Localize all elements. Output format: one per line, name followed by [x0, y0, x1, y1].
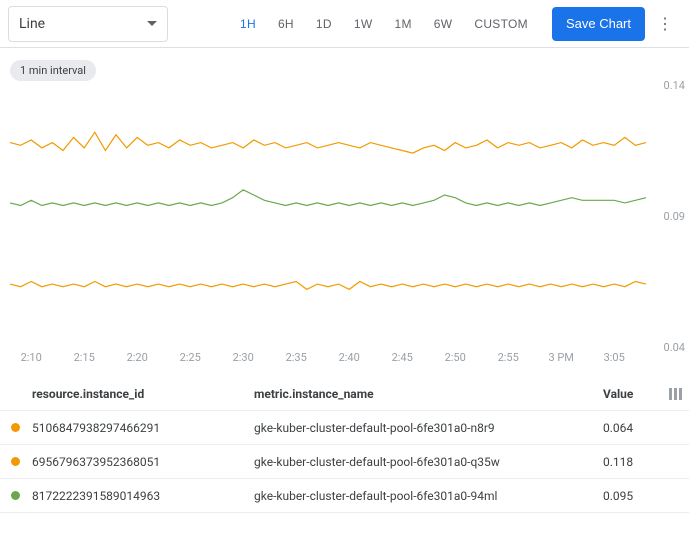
- xtick: 2:25: [180, 351, 201, 364]
- range-1m[interactable]: 1M: [384, 11, 421, 37]
- ytick: 0.14: [664, 79, 685, 92]
- columns-icon[interactable]: [669, 388, 683, 400]
- interval-chip: 1 min interval: [10, 60, 96, 81]
- xtick: 2:35: [286, 351, 307, 364]
- col-header-name[interactable]: metric.instance_name: [254, 387, 603, 401]
- cell-instance-id: 8172222391589014963: [30, 489, 254, 503]
- table-row[interactable]: 5106847938297466291gke-kuber-cluster-def…: [0, 411, 689, 445]
- range-6h[interactable]: 6H: [268, 11, 304, 37]
- xtick: 2:20: [127, 351, 148, 364]
- chart-type-label: Line: [19, 16, 147, 32]
- col-header-id[interactable]: resource.instance_id: [30, 387, 254, 401]
- toolbar: Line 1H6H1D1W1M6WCUSTOM Save Chart ⋮: [0, 0, 689, 48]
- xtick: 3 PM: [548, 351, 573, 364]
- col-header-value[interactable]: Value: [603, 387, 663, 401]
- legend-table: resource.instance_id metric.instance_nam…: [0, 377, 689, 513]
- more-vertical-icon: ⋮: [657, 14, 673, 34]
- cell-value: 0.118: [603, 455, 663, 469]
- range-1h[interactable]: 1H: [230, 11, 266, 37]
- table-row[interactable]: 6956796373952368051gke-kuber-cluster-def…: [0, 445, 689, 479]
- xtick: 2:40: [339, 351, 360, 364]
- series-swatch: [11, 423, 20, 432]
- range-custom[interactable]: CUSTOM: [464, 11, 538, 37]
- xtick: 2:30: [233, 351, 254, 364]
- cell-instance-id: 5106847938297466291: [30, 421, 254, 435]
- xtick: 2:45: [392, 351, 413, 364]
- more-options-button[interactable]: ⋮: [649, 8, 681, 40]
- cell-instance-name: gke-kuber-cluster-default-pool-6fe301a0-…: [254, 421, 603, 435]
- table-header: resource.instance_id metric.instance_nam…: [0, 377, 689, 411]
- xtick: 2:15: [74, 351, 95, 364]
- cell-instance-id: 6956796373952368051: [30, 455, 254, 469]
- series-swatch: [11, 457, 20, 466]
- chip-row: 1 min interval: [0, 48, 689, 81]
- xtick: 3:05: [604, 351, 625, 364]
- cell-value: 0.064: [603, 421, 663, 435]
- series-swatch: [11, 491, 20, 500]
- cell-instance-name: gke-kuber-cluster-default-pool-6fe301a0-…: [254, 455, 603, 469]
- cell-value: 0.095: [603, 489, 663, 503]
- xtick: 2:10: [21, 351, 42, 364]
- range-1w[interactable]: 1W: [344, 11, 383, 37]
- chart-area: 0.140.090.04: [0, 85, 689, 347]
- xtick: 2:50: [445, 351, 466, 364]
- save-chart-button[interactable]: Save Chart: [552, 7, 645, 41]
- chevron-down-icon: [147, 21, 157, 26]
- table-row[interactable]: 8172222391589014963gke-kuber-cluster-def…: [0, 479, 689, 513]
- range-1d[interactable]: 1D: [306, 11, 342, 37]
- time-range-group: 1H6H1D1W1M6WCUSTOM: [230, 11, 538, 37]
- ytick: 0.09: [664, 210, 685, 223]
- chart-type-select[interactable]: Line: [8, 6, 168, 42]
- line-chart: [0, 85, 689, 347]
- range-6w[interactable]: 6W: [424, 11, 463, 37]
- xtick: 2:55: [498, 351, 519, 364]
- cell-instance-name: gke-kuber-cluster-default-pool-6fe301a0-…: [254, 489, 603, 503]
